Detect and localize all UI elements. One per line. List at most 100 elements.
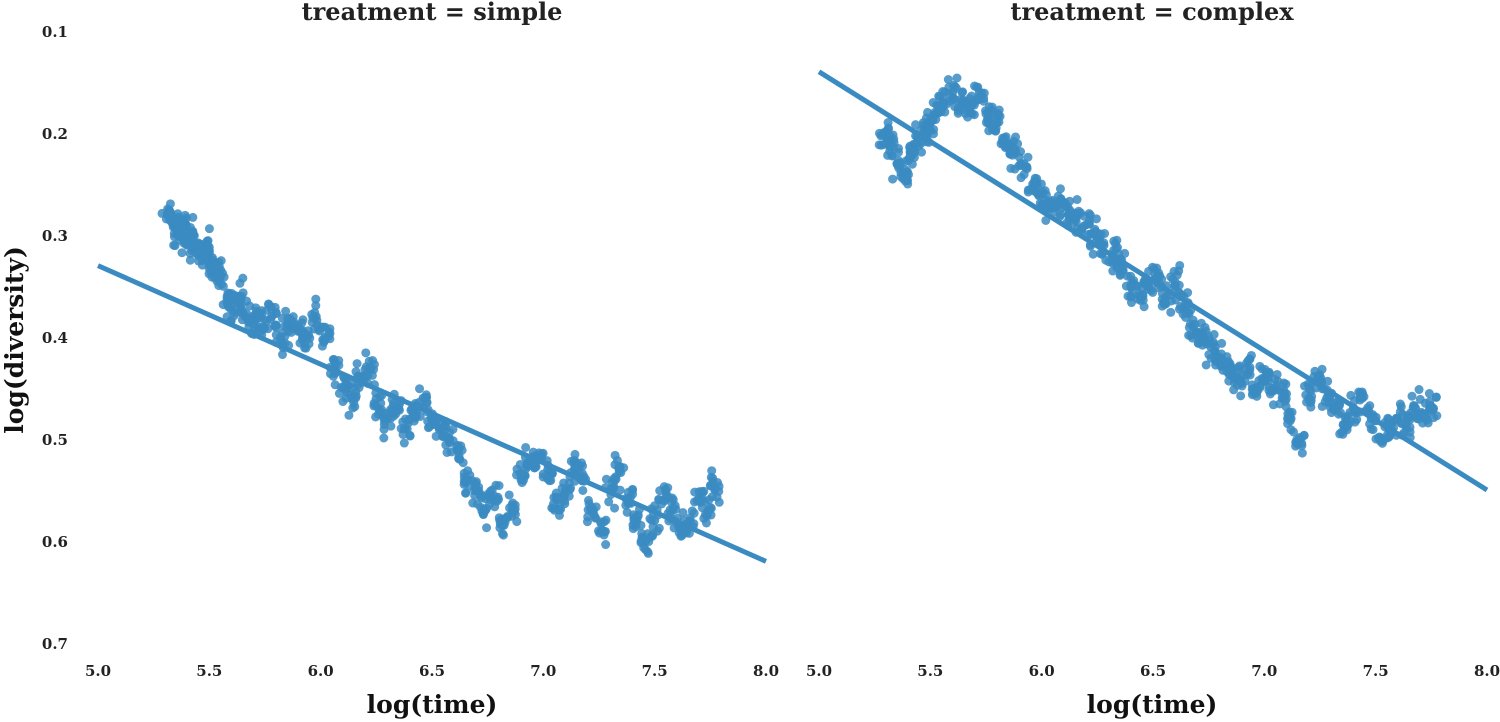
x-tick-label: 8.0 — [753, 662, 779, 680]
data-point — [1323, 376, 1333, 386]
x-axis-label-simple: log(time) — [367, 690, 498, 719]
data-point — [494, 481, 504, 491]
data-point — [1400, 421, 1410, 431]
data-point — [1041, 215, 1051, 225]
data-point — [1016, 147, 1026, 157]
data-point — [1338, 429, 1348, 439]
data-point — [1223, 356, 1233, 366]
data-point — [908, 146, 918, 156]
data-point — [678, 508, 688, 518]
data-point — [423, 423, 433, 433]
data-point — [931, 115, 941, 125]
data-point — [707, 466, 717, 476]
data-point — [320, 335, 330, 345]
data-point — [1038, 187, 1048, 197]
data-point — [420, 392, 430, 402]
data-point — [393, 404, 403, 414]
data-point — [1355, 393, 1365, 403]
data-point — [222, 297, 232, 307]
x-tick-label: 5.0 — [806, 662, 832, 680]
data-point — [654, 523, 664, 533]
data-point — [351, 367, 361, 377]
data-point — [611, 474, 621, 484]
data-point — [1139, 278, 1149, 288]
data-point — [1365, 401, 1375, 411]
data-point — [1306, 402, 1316, 412]
data-point — [981, 117, 991, 127]
data-point — [1166, 307, 1176, 317]
data-point — [201, 251, 211, 261]
data-point — [1201, 339, 1211, 349]
x-ticks-complex: 5.0 5.5 6.0 6.5 7.0 7.5 8.0 — [806, 662, 1500, 680]
data-point — [523, 462, 533, 472]
data-point — [570, 449, 580, 459]
data-point — [627, 485, 637, 495]
data-point — [1272, 369, 1282, 379]
data-point — [1252, 391, 1262, 401]
data-point — [1414, 385, 1424, 395]
panel-simple: treatment = simple log(time) log(diversi… — [0, 0, 779, 719]
data-point — [307, 309, 317, 319]
data-point — [1123, 291, 1133, 301]
y-tick-label: 0.6 — [42, 533, 68, 551]
data-point — [636, 536, 646, 546]
panel-title-simple: treatment = simple — [302, 0, 563, 26]
data-point — [1350, 417, 1360, 427]
data-point — [706, 472, 716, 482]
data-point — [320, 322, 330, 332]
data-point — [1036, 179, 1046, 189]
data-point — [1011, 132, 1021, 142]
data-point — [1217, 338, 1227, 348]
data-point — [178, 221, 188, 231]
data-point — [1396, 402, 1406, 412]
data-point — [1210, 354, 1220, 364]
data-point — [1240, 376, 1250, 386]
data-point — [228, 306, 238, 316]
data-point — [888, 174, 898, 184]
data-point — [958, 87, 968, 97]
data-point — [379, 433, 389, 443]
data-point — [917, 147, 927, 157]
data-point — [692, 496, 702, 506]
data-point — [334, 388, 344, 398]
data-point — [266, 314, 276, 324]
data-point — [297, 325, 307, 335]
data-point — [604, 497, 614, 507]
y-tick-label: 0.2 — [42, 125, 68, 143]
data-point — [164, 207, 174, 217]
x-tick-label: 5.5 — [917, 662, 943, 680]
y-tick-label: 0.1 — [42, 23, 68, 41]
data-point — [236, 299, 246, 309]
y-tick-label: 0.4 — [42, 329, 68, 347]
data-point — [900, 165, 910, 175]
data-point — [271, 320, 281, 330]
data-point — [485, 499, 495, 509]
data-point — [643, 548, 653, 558]
data-point — [713, 478, 723, 488]
data-point — [970, 81, 980, 91]
data-point — [1304, 395, 1314, 405]
data-point — [531, 461, 541, 471]
data-point — [549, 492, 559, 502]
data-point — [386, 421, 396, 431]
data-point — [1110, 239, 1120, 249]
data-point — [169, 240, 179, 250]
x-tick-label: 7.5 — [1363, 662, 1389, 680]
data-point — [444, 437, 454, 447]
data-point — [1310, 366, 1320, 376]
data-point — [463, 466, 473, 476]
data-point — [598, 526, 608, 536]
data-point — [281, 306, 291, 316]
data-point — [492, 496, 502, 506]
data-point — [177, 248, 187, 258]
data-point — [1168, 274, 1178, 284]
data-point — [902, 172, 912, 182]
x-ticks-simple: 5.0 5.5 6.0 6.5 7.0 7.5 8.0 — [85, 662, 779, 680]
data-point — [1408, 411, 1418, 421]
data-point — [311, 294, 321, 304]
data-point — [1155, 271, 1165, 281]
y-tick-label: 0.7 — [42, 635, 68, 653]
data-point — [399, 438, 409, 448]
data-point — [991, 126, 1001, 136]
